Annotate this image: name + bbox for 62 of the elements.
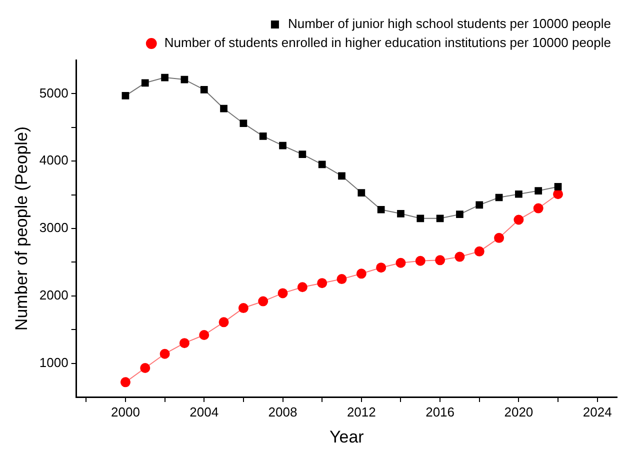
point: [279, 142, 286, 150]
point: [318, 160, 326, 168]
point: [240, 120, 248, 128]
y-axis-title: Number of people (People): [12, 126, 31, 331]
x-tick-label: 2004: [190, 404, 219, 420]
point: [199, 330, 210, 340]
x-axis-title: Year: [329, 427, 364, 446]
point: [377, 206, 385, 214]
y-tick-label: 1000: [39, 354, 68, 370]
point: [474, 246, 484, 256]
point: [298, 150, 306, 158]
point: [160, 348, 170, 359]
point: [258, 296, 268, 306]
y-tick-label: 4000: [39, 152, 68, 168]
point: [338, 172, 346, 180]
point: [454, 252, 465, 262]
point: [553, 189, 564, 200]
point: [456, 210, 464, 218]
point: [494, 232, 504, 243]
x-tick-label: 2000: [111, 404, 140, 420]
point: [396, 258, 406, 268]
point: [238, 303, 248, 314]
legend-label: Number of students enrolled in higher education institutions per 10000 people: [164, 35, 612, 50]
point: [141, 79, 149, 87]
point: [416, 214, 424, 222]
point: [200, 86, 208, 94]
x-tick-label: 2020: [504, 404, 534, 420]
point: [495, 194, 503, 202]
y-tick-label: 5000: [39, 85, 68, 100]
point: [436, 214, 444, 222]
point: [180, 76, 188, 84]
legend-label: Number of junior high school students per 10000 people: [288, 16, 611, 32]
point: [220, 104, 228, 112]
point: [259, 132, 267, 140]
point: [534, 187, 542, 194]
point: [336, 274, 347, 284]
point: [179, 338, 190, 348]
x-tick-label: 2016: [426, 404, 455, 420]
y-tick-label: 3000: [39, 220, 68, 236]
point: [397, 210, 404, 218]
y-tick-label: 2000: [39, 287, 68, 302]
point: [376, 262, 386, 273]
x-tick-label: 2012: [346, 404, 376, 420]
point: [435, 255, 446, 266]
point: [356, 268, 366, 279]
point: [476, 201, 484, 209]
point: [120, 377, 130, 388]
point: [278, 288, 288, 298]
point: [515, 190, 522, 198]
point: [122, 92, 130, 100]
point: [415, 256, 426, 266]
x-tick-label: 2008: [268, 404, 298, 420]
point: [218, 317, 229, 328]
point: [533, 203, 544, 214]
x-tick-label: 2024: [582, 404, 612, 420]
point: [514, 214, 524, 225]
point: [297, 282, 308, 292]
point: [554, 183, 562, 190]
point: [358, 189, 366, 196]
point: [161, 74, 168, 82]
point: [140, 363, 150, 374]
point: [317, 278, 328, 288]
